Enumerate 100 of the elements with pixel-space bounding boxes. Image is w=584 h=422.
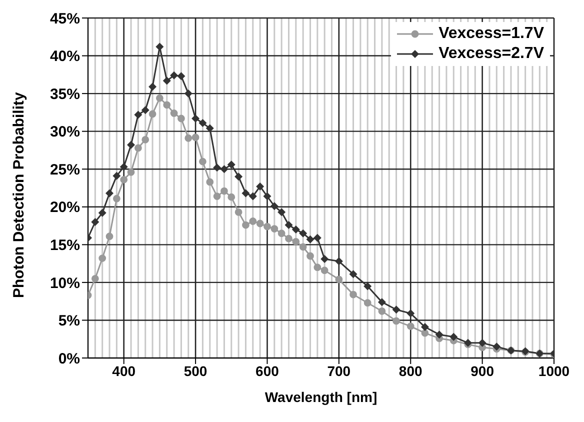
point [120,176,128,184]
point [249,218,257,225]
point [170,110,178,117]
point [450,332,458,341]
point [421,329,429,337]
point [256,220,264,228]
point [292,226,300,234]
point [256,182,264,190]
point [314,264,322,272]
point [334,257,343,266]
point [278,208,286,216]
point [234,172,243,181]
point [392,317,400,325]
point [228,193,236,201]
point [270,225,278,232]
point [120,162,128,171]
point [299,229,308,238]
point [213,164,222,172]
x-axis-title: Wavelength [nm] [264,389,378,405]
point [270,202,278,210]
point [192,114,200,122]
point [350,290,357,298]
x-tick-label: 900 [470,362,494,379]
point [492,342,501,351]
point [192,134,200,142]
point [248,192,257,200]
y-tick-label: 30% [50,124,80,141]
y-tick-label: 45% [50,10,80,28]
y-tick-label: 35% [50,86,80,103]
y-tick-label: 25% [50,161,80,178]
point [478,338,486,347]
point [227,160,236,169]
point [91,218,100,226]
point [184,134,192,142]
point [285,234,292,242]
point [206,178,214,186]
point [313,234,322,242]
point [184,90,192,98]
point [264,222,271,230]
point [177,72,186,80]
point [106,232,114,240]
point [141,106,150,114]
point [112,172,121,180]
point [156,94,164,102]
point [127,168,135,176]
point [306,252,314,260]
point [364,282,372,290]
x-tick-label: 400 [112,362,136,379]
point [234,208,242,216]
point [98,254,106,262]
y-tick-label: 5% [58,312,80,330]
point [134,144,142,152]
point [420,323,429,332]
point [263,192,272,200]
point [299,243,307,251]
point [127,140,136,149]
point [406,309,415,318]
point [163,101,171,109]
point [170,71,178,80]
point [112,194,120,202]
point [392,306,400,314]
point [198,119,207,128]
point [335,276,343,284]
y-tick-label: 15% [50,236,80,254]
y-tick-label: 0% [58,350,80,368]
point [220,187,228,195]
point [364,299,372,307]
point [435,330,444,339]
point [98,208,106,217]
point [162,76,171,85]
y-tick-label: 20% [50,199,80,216]
point [220,165,228,174]
y-tick-label: 40% [50,48,80,66]
legend-label: Vexcess=2.7V [438,44,544,64]
y-axis-title: Photon Detection Probability [10,92,28,298]
x-tick-label: 1000 [538,362,570,379]
point [199,158,206,166]
point [148,82,157,91]
legend-label: Vexcess=1.7V [438,24,544,44]
point [378,298,386,306]
point [320,255,329,264]
point [349,270,358,278]
point [148,110,156,118]
x-tick-label: 600 [256,362,280,379]
point [378,307,386,315]
y-tick-label: 10% [50,274,80,292]
point [278,230,286,238]
x-tick-label: 800 [398,362,423,379]
point [142,136,150,144]
point [213,192,221,200]
point [206,124,214,132]
point [406,322,414,330]
point [242,221,250,229]
point [292,238,300,246]
point [306,235,314,244]
point [320,266,328,274]
point [91,274,99,282]
point [106,189,114,198]
point [242,189,250,198]
x-tick-label: 500 [184,362,208,379]
